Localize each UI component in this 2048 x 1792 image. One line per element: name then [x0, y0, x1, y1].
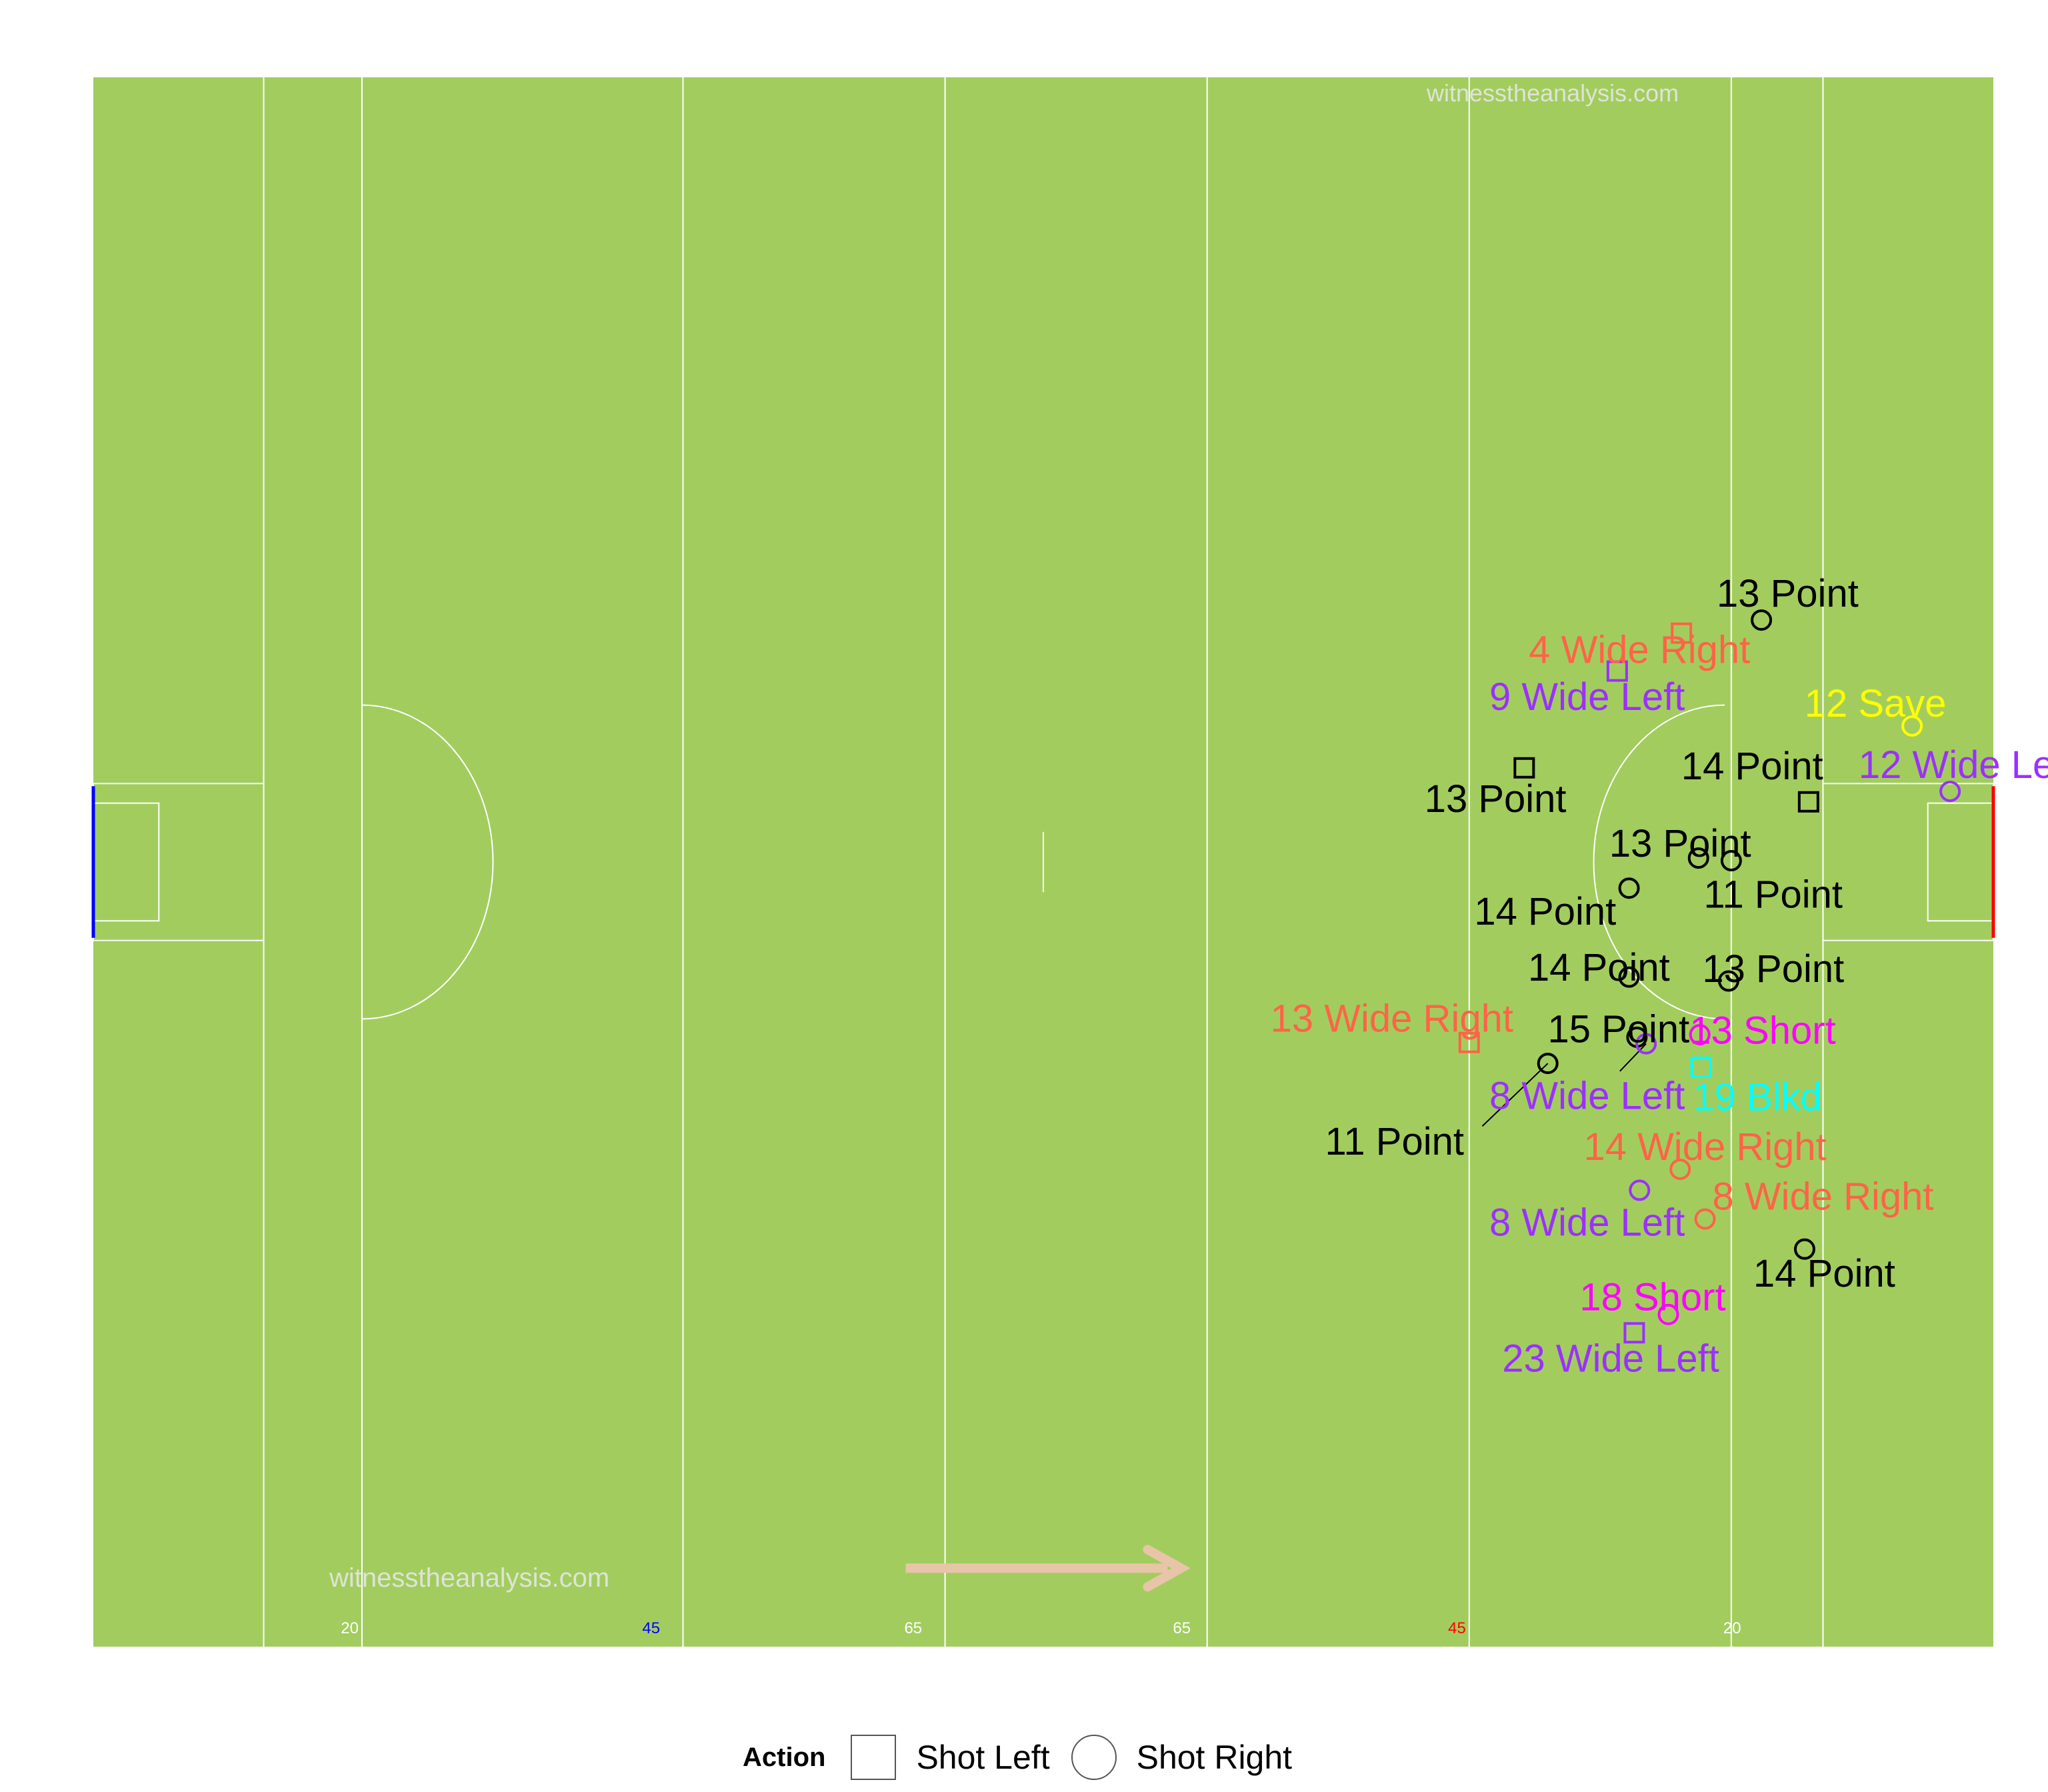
shot-circle-mark: [1669, 1158, 1691, 1180]
shot-label: 13 Point: [1702, 947, 1844, 991]
left-arc: [361, 704, 494, 1020]
leader-line: [1481, 1063, 1549, 1127]
shot-label: 23 Wide Left: [1502, 1337, 1719, 1381]
shot-label: 13 Point: [1609, 822, 1751, 865]
shot-label: 4 Wide Right: [1529, 628, 1750, 671]
right-arc: [1593, 704, 1725, 1020]
leader-line: [1619, 1043, 1647, 1072]
watermark-top: witnesstheanalysis.com: [1426, 79, 1679, 107]
shot-circle-mark: [1901, 715, 1923, 737]
pitch-markings: 20 45 65 65 45 20 witnesstheanalysis.com witnes…: [91, 77, 1995, 1647]
shot-label: 14 Point: [1753, 1252, 1895, 1295]
shot-label: 13 Wide Right: [1271, 997, 1513, 1041]
shot-label: 14 Point: [1474, 890, 1616, 933]
legend-circle-swatch: [1071, 1735, 1117, 1780]
watermark-bottom: witnesstheanalysis.com: [329, 1563, 609, 1593]
direction-arrow-head: [1143, 1545, 1191, 1592]
shot-square-mark: [1690, 1056, 1712, 1078]
shot-label: 12 Wide Left: [1859, 743, 2048, 787]
shot-square-mark: [1671, 622, 1693, 644]
shot-marks: [1458, 609, 1961, 1344]
legend-label-shot-left: Shot Left: [916, 1739, 1050, 1776]
shot-square-mark: [1797, 791, 1819, 813]
distance-label: 20: [341, 1619, 359, 1637]
shot-label: 13 Point: [1717, 572, 1859, 615]
shot-circle-mark: [1694, 1208, 1716, 1230]
shot-label: 8 Wide Left: [1489, 1201, 1685, 1245]
shot-circle-mark: [1717, 970, 1739, 992]
distance-label: 65: [904, 1619, 922, 1637]
distance-label: 20: [1723, 1619, 1741, 1637]
shot-label: 11 Point: [1325, 1120, 1464, 1163]
shot-circle-mark: [1687, 847, 1709, 869]
distance-label: 65: [1173, 1619, 1191, 1637]
shot-circle-mark: [1618, 966, 1640, 988]
shot-circle-mark: [1720, 850, 1742, 872]
shot-label: 19 Blkd: [1693, 1075, 1821, 1119]
shot-label: 9 Wide Left: [1489, 675, 1685, 719]
shot-label: 14 Point: [1528, 946, 1670, 989]
shot-circle-mark: [1537, 1053, 1559, 1075]
shot-label: 14 Point: [1681, 745, 1823, 788]
legend-square-swatch: [851, 1735, 897, 1780]
shot-label: 13 Point: [1425, 777, 1567, 821]
shot-circle-mark: [1689, 1023, 1711, 1045]
shot-circle-mark: [1629, 1179, 1651, 1201]
shot-label: 8 Wide Left: [1489, 1074, 1685, 1117]
shot-circle-mark: [1618, 877, 1640, 899]
shot-circle-mark: [1793, 1238, 1815, 1260]
shot-circle-mark: [1657, 1303, 1679, 1325]
shot-label: 18 Short: [1579, 1275, 1725, 1319]
shot-circle-mark: [1751, 609, 1773, 631]
legend-title: Action: [743, 1742, 826, 1772]
distance-label: 45: [1448, 1619, 1466, 1637]
legend-label-shot-right: Shot Right: [1136, 1739, 1293, 1776]
distance-label: 45: [642, 1619, 660, 1637]
shot-square-mark: [1623, 1322, 1645, 1344]
shot-circle-mark: [1635, 1033, 1657, 1055]
legend: Action Shot Left Shot Right: [0, 1729, 2048, 1785]
shot-square-mark: [1458, 1031, 1480, 1053]
shot-label: 15 Point: [1547, 1007, 1689, 1051]
shot-label: 14 Wide Right: [1583, 1125, 1826, 1169]
shot-label: 8 Wide Right: [1712, 1175, 1933, 1218]
shot-square-mark: [1606, 660, 1628, 682]
shot-circle-mark: [1939, 781, 1961, 803]
shot-label: 11 Point: [1704, 873, 1843, 916]
shot-label: 12 Save: [1805, 682, 1947, 725]
shot-label: 13 Short: [1689, 1009, 1835, 1052]
shot-square-mark: [1513, 757, 1535, 779]
